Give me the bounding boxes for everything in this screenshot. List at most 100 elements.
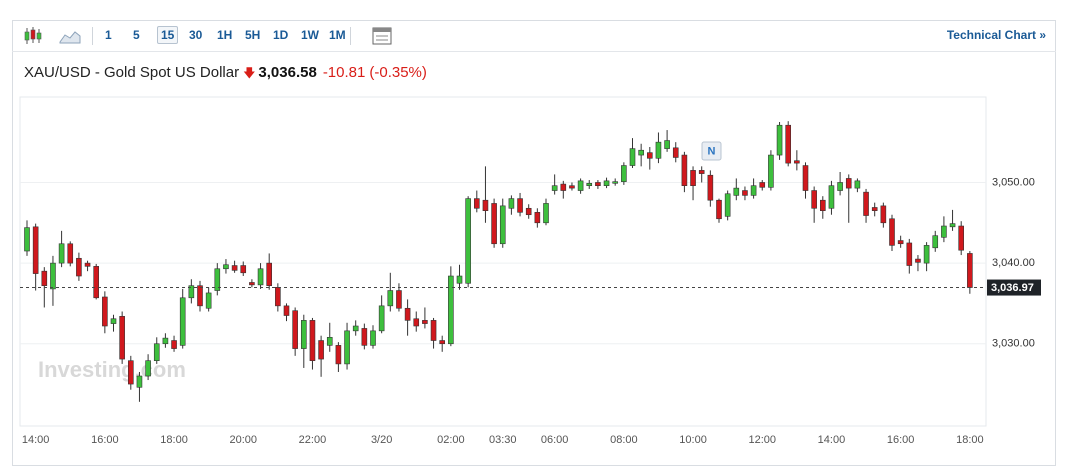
candle-body [119,316,125,360]
candle-icon[interactable] [22,26,46,46]
candle-body [750,185,757,196]
candle-body [724,193,731,217]
candle-body [249,282,255,286]
interval-button[interactable]: 5 [133,28,140,42]
x-tick-label: 3/20 [371,434,392,446]
candle-body [110,318,117,324]
candle-body [577,180,584,191]
candle-body [915,258,921,263]
candle-body [448,275,454,345]
candle-body [32,226,39,274]
candle-body [456,275,463,284]
candle-body [569,185,575,189]
x-tick-label: 18:00 [956,434,984,446]
candle-body [370,330,376,346]
candle-body [76,257,82,277]
candle-body [863,191,869,216]
candle-body [837,182,843,191]
candle-body [499,205,506,245]
interval-button[interactable]: 1M [329,28,346,42]
x-tick-label: 08:00 [610,434,638,446]
candle-body [136,375,143,388]
x-tick-label: 20:00 [229,434,257,446]
interval-button[interactable]: 1 [105,28,112,42]
candle-body [551,185,558,191]
candle-body [949,223,956,228]
candle-body [690,170,696,187]
candle-body [465,198,471,284]
x-tick-label: 18:00 [160,434,188,446]
area-icon[interactable] [59,28,81,44]
candle-body [188,285,195,299]
y-tick-label: 3,050.00 [992,176,1035,188]
interval-button[interactable]: 1D [273,28,289,42]
candle-body [309,320,316,361]
x-tick-label: 02:00 [437,434,465,446]
candle-body [802,165,809,191]
candle-body [153,343,160,361]
candle-body [318,340,324,360]
candle-body [716,199,722,220]
candle-body [58,243,65,264]
candle-body [179,297,186,346]
x-tick-label: 10:00 [679,434,707,446]
candle-body [638,149,644,156]
y-tick-label: 3,040.00 [992,257,1035,269]
price-label: 3,036.97 [991,282,1034,294]
candle-body [67,243,74,264]
candle-body [681,154,688,187]
technical-chart-link[interactable]: Technical Chart » [946,28,1046,42]
candle-body [534,212,541,224]
candle-body [733,187,740,196]
x-tick-label: 16:00 [887,434,915,446]
candle-body [223,264,229,270]
candle-body [508,198,515,209]
interval-button[interactable]: 30 [189,28,203,42]
news-marker: N [708,145,716,157]
candle-body [967,253,973,288]
interval-button[interactable]: 1W [301,28,319,42]
candle-body [240,265,247,274]
candle-body [672,147,679,158]
candle-body [266,262,273,286]
candle-body [759,182,766,188]
candle-body [880,205,887,224]
candle-body [283,305,290,316]
toolbar: 1 5 15 30 1H 5H 1D 1W 1M Technical Chart » [12,20,1056,52]
candle-body [897,240,904,245]
change-pct: (-0.35%) [369,64,427,81]
candle-body [794,160,800,164]
candle-body [41,270,48,286]
candle-body [845,178,852,189]
candle-body [776,124,783,156]
indicator-icon[interactable] [372,27,392,45]
candle-body [292,310,298,349]
separator [92,27,93,45]
x-tick-label: 22:00 [299,434,327,446]
candle-body [543,203,549,224]
candle-body [621,165,627,182]
candle-body [93,266,99,299]
candle-body [205,292,212,309]
x-tick-label: 06:00 [541,434,569,446]
y-tick-label: 3,030.00 [992,338,1035,350]
down-arrow: 🡇 [243,66,256,80]
candle-body [257,268,264,286]
candle-body [335,345,342,365]
candle-body [742,190,748,196]
candle-body [828,185,835,209]
candle-body [603,180,610,187]
interval-button[interactable]: 1H [217,28,233,42]
candle-body [422,320,428,324]
x-tick-label: 14:00 [818,434,846,446]
plot-border [19,96,987,427]
interval-button[interactable]: 5H [245,28,261,42]
candle-body [889,218,895,246]
x-tick-label: 12:00 [748,434,776,446]
candle-body [396,290,402,309]
candle-body [214,268,221,291]
interval-button[interactable]: 15 [157,26,179,44]
candle-body [275,287,281,307]
